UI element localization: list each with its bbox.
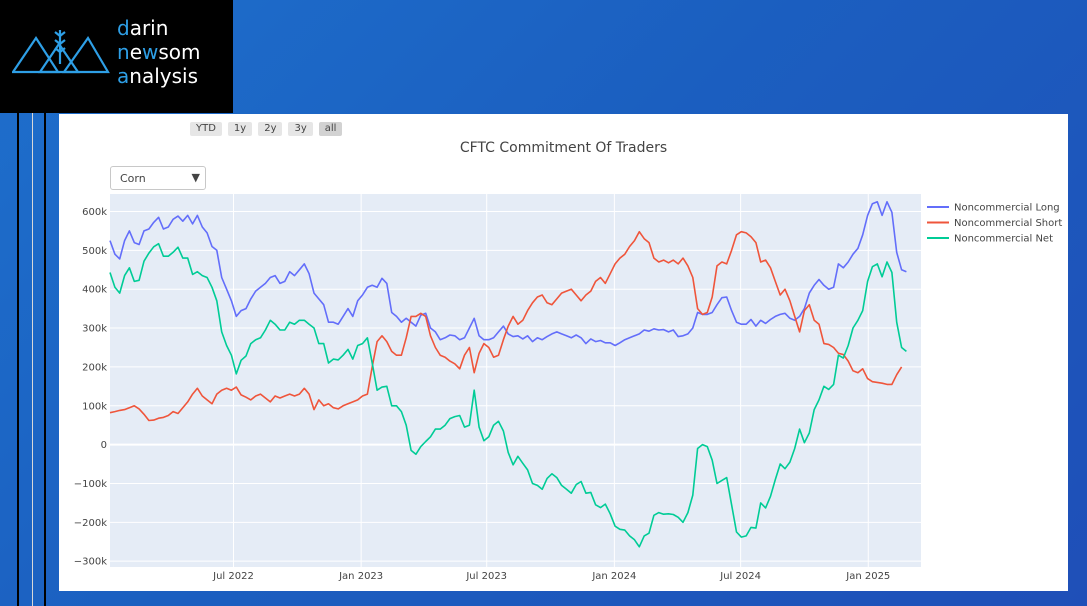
y-tick-label: 0 <box>101 440 107 451</box>
y-tick-label: −300k <box>74 557 107 568</box>
x-tick-label: Jul 2023 <box>465 571 507 582</box>
mountain-logo-icon <box>12 30 110 74</box>
brand-wordmark: darin newsom analysis <box>117 16 201 88</box>
decor-line <box>32 113 33 606</box>
range-button-3y[interactable]: 3y <box>288 122 313 136</box>
brand-logo: darin newsom analysis <box>0 0 233 113</box>
legend-item[interactable]: Noncommercial Net <box>954 234 1053 245</box>
chart-title: CFTC Commitment Of Traders <box>459 140 668 156</box>
range-button-ytd[interactable]: YTD <box>190 122 222 136</box>
legend-item[interactable]: Noncommercial Long <box>954 203 1060 214</box>
line-chart[interactable]: 600k 500k 400k 300k 200k 100k 0 −100k −200k −300k… <box>59 114 1068 591</box>
y-tick-label: 300k <box>82 324 107 335</box>
range-button-1y[interactable]: 1y <box>227 122 253 136</box>
y-tick-label: 100k <box>82 401 107 412</box>
series-line-noncommercial-short[interactable] <box>109 230 903 422</box>
y-tick-label: 400k <box>82 285 107 296</box>
decor-line <box>44 113 46 606</box>
x-tick-label: Jul 2022 <box>212 571 254 582</box>
plot-area <box>110 194 921 567</box>
commodity-dropdown-value: Corn <box>120 172 146 185</box>
decor-line <box>17 113 19 606</box>
range-selector: YTD 1y 2y 3y all <box>190 122 343 136</box>
x-tick-label: Jan 2025 <box>845 571 890 582</box>
x-tick-label: Jul 2024 <box>719 571 761 582</box>
commodity-dropdown[interactable]: Corn ▼ <box>110 166 206 190</box>
y-tick-label: 600k <box>82 207 107 218</box>
chart-panel: YTD 1y 2y 3y all CFTC Commitment Of Traders … <box>59 114 1068 591</box>
y-tick-label: −100k <box>74 479 107 490</box>
legend-item[interactable]: Noncommercial Short <box>954 218 1062 229</box>
y-tick-label: −200k <box>74 518 107 529</box>
series-line-noncommercial-net[interactable] <box>109 242 907 548</box>
range-button-all[interactable]: all <box>318 122 343 136</box>
range-button-2y[interactable]: 2y <box>258 122 283 136</box>
y-tick-label: 200k <box>82 362 107 373</box>
x-tick-label: Jan 2024 <box>591 571 636 582</box>
caret-down-icon: ▼ <box>191 171 200 184</box>
series-line-noncommercial-long[interactable] <box>109 201 907 347</box>
x-tick-label: Jan 2023 <box>338 571 383 582</box>
y-tick-label: 500k <box>82 246 107 257</box>
